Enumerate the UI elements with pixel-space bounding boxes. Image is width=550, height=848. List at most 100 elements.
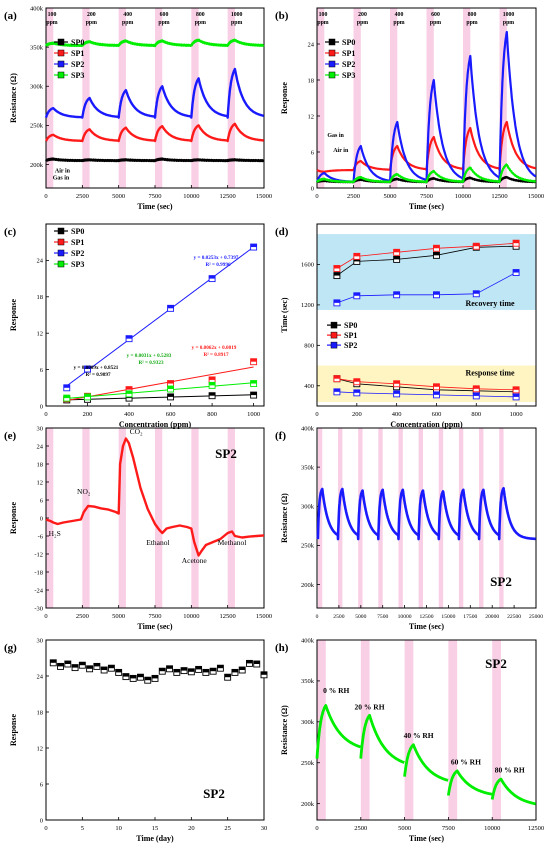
x-tick-label: 7500	[377, 614, 388, 620]
x-tick-label: 400	[124, 411, 134, 418]
chart-title: SP2	[490, 574, 512, 589]
gas-pulse-band	[492, 640, 501, 820]
y-axis-label: Response	[9, 299, 18, 331]
pulse-label-unit: ppm	[195, 20, 206, 26]
pulse-label-value: 800	[468, 12, 477, 18]
x-tick-label: 12500	[220, 193, 236, 200]
time-point-SP0-fill	[353, 258, 360, 262]
x-tick-label: 200	[83, 411, 93, 418]
gas-pulse-band	[398, 428, 403, 608]
humidity-curve	[490, 777, 537, 806]
time-point-SP1-fill	[433, 383, 440, 387]
x-tick-label: 7500	[442, 825, 455, 832]
plot-frame	[45, 223, 265, 407]
x-tick-label: 12500	[220, 613, 236, 620]
time-point-SP1-fill	[433, 245, 440, 249]
panel-label: (h)	[275, 642, 289, 654]
recovery-time-label: Recovery time	[465, 299, 515, 308]
y-tick-label: 0	[40, 403, 43, 410]
legend-marker	[328, 71, 336, 79]
stability-point-fill	[72, 664, 79, 668]
fit-line-SP2	[66, 246, 254, 387]
y-tick-label: 6	[40, 781, 44, 788]
x-tick-label: 800	[471, 411, 481, 418]
stability-point-fill	[239, 667, 246, 670]
y-tick-label: 18	[37, 294, 44, 301]
legend-marker	[328, 38, 336, 46]
y-tick-label: 250k	[30, 123, 44, 130]
annotation-label: Gas in	[327, 133, 344, 139]
y-tick-label: 0	[311, 185, 314, 192]
gas-pulse-band	[227, 428, 235, 608]
x-tick-label: 15000	[256, 193, 272, 200]
x-axis-label: Concentration (ppm)	[390, 420, 463, 429]
fit-r2: R² = 0.9996	[205, 262, 231, 268]
y-tick-label: 12	[308, 113, 315, 120]
fit-equation: y = 0.0062x + 0.0019	[192, 345, 237, 351]
stability-point-fill	[101, 667, 108, 670]
x-tick-label: 600	[432, 411, 442, 418]
panel-label: (d)	[275, 226, 289, 238]
gas-label: H₂S	[49, 529, 61, 538]
x-tick-label: 12500	[420, 614, 434, 620]
pulse-label-unit: ppm	[158, 20, 169, 26]
series-line-SP1	[44, 122, 265, 143]
series-line-SP2	[44, 67, 265, 119]
stability-point-fill	[188, 668, 195, 672]
gas-pulse-band	[479, 428, 484, 608]
stability-point-fill	[261, 671, 267, 675]
time-point-SP1-fill	[473, 243, 480, 247]
gas-pulse-band	[499, 8, 507, 188]
time-point-SP0-fill	[333, 272, 340, 276]
x-axis-label: Time (sec)	[409, 622, 445, 631]
stability-point-fill	[246, 660, 253, 664]
humidity-label: 40 % RH	[404, 731, 434, 740]
y-tick-label: 200k	[30, 162, 44, 169]
pulse-label-value: 1000	[231, 12, 243, 18]
x-tick-label: 0	[315, 193, 318, 200]
x-tick-label: 15000	[528, 193, 544, 200]
x-tick-label: 800	[207, 411, 217, 418]
y-tick-label: 12	[37, 331, 44, 338]
stability-point-fill	[57, 663, 64, 667]
y-tick-label: 200k	[301, 582, 315, 589]
time-point-SP2-fill	[353, 389, 360, 393]
x-tick-label: 5	[81, 825, 84, 832]
plot-frame	[45, 639, 265, 821]
x-tick-label: 5000	[384, 193, 397, 200]
y-tick-label: 6	[40, 497, 44, 504]
humidity-label: 60 % RH	[451, 757, 481, 766]
pulse-label-unit: ppm	[357, 20, 368, 26]
y-tick-label: 0	[40, 817, 43, 824]
time-point-SP1-fill	[513, 240, 520, 244]
legend-label: SP3	[71, 71, 84, 80]
x-tick-label: 2500	[333, 614, 344, 620]
pulse-label-unit: ppm	[503, 20, 514, 26]
x-axis-label: Time (sec)	[137, 202, 173, 211]
y-tick-label: 18	[308, 77, 315, 84]
pulse-label-value: 200	[87, 12, 96, 18]
x-tick-label: 2500	[354, 825, 367, 832]
panel-e: 0 2500 5000 7500 10000 12500 15000 -30 -24 -18 -12…	[4, 425, 272, 631]
y-axis-label: Resistance (Ω)	[9, 73, 18, 123]
annotation-label: Air in	[333, 148, 349, 154]
stability-point-fill	[210, 668, 217, 672]
pulse-label-value: 100	[48, 12, 57, 18]
data-point-SP1-fill	[250, 358, 257, 362]
legend-label: SP2	[71, 249, 84, 258]
stability-point-fill	[79, 662, 86, 666]
time-point-SP1-fill	[513, 386, 520, 390]
panel-h: 0 2500 5000 7500 10000 12500 200k 250k 300k 350k 4…	[275, 637, 544, 843]
legend-label: SP0	[71, 38, 84, 47]
y-tick-label: -12	[34, 551, 43, 558]
legend-marker	[57, 60, 65, 68]
gas-label: CO₂	[130, 427, 143, 436]
stability-point-fill	[137, 674, 144, 678]
gas-pulse-band	[404, 640, 414, 820]
data-point-SP3-fill	[84, 393, 91, 397]
panel-label: (g)	[4, 642, 17, 654]
gas-pulse-band	[82, 428, 90, 608]
x-tick-label: 20	[188, 825, 195, 832]
fit-equation: y = 0.0009x + 0.8521	[74, 365, 119, 371]
